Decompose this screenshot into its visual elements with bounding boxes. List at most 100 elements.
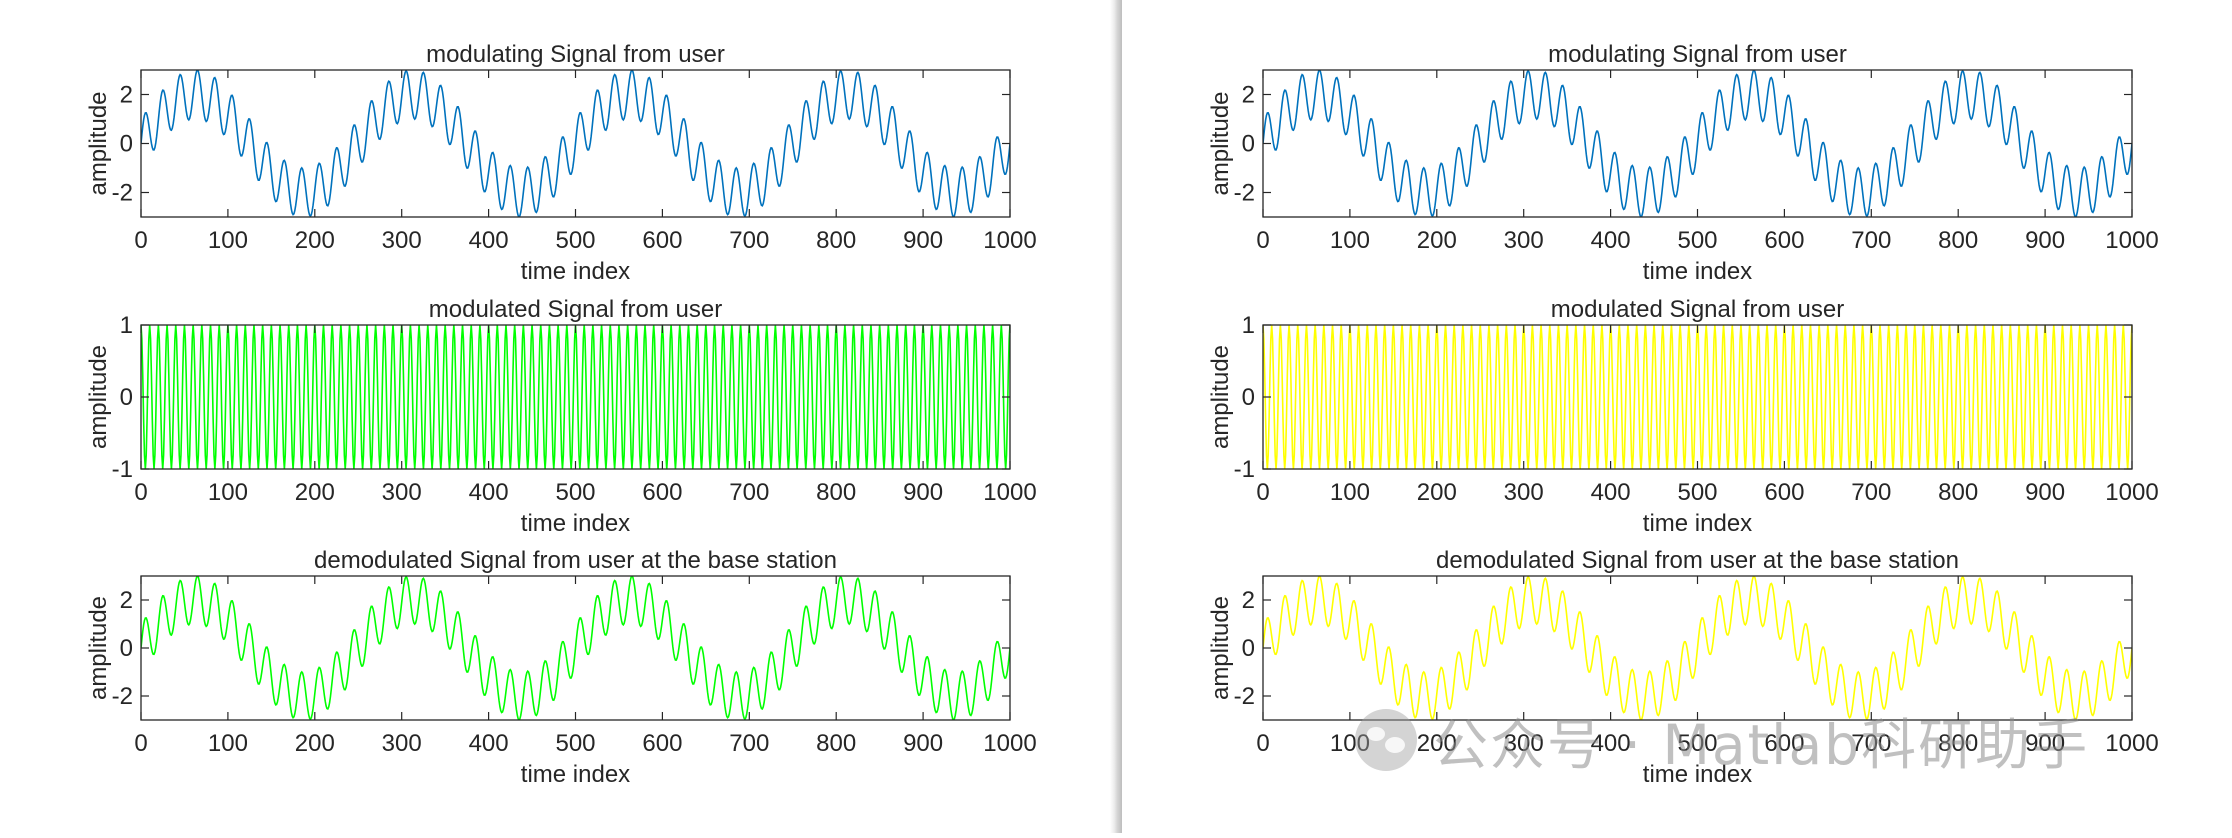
x-tick-label: 1000 xyxy=(983,227,1036,254)
x-tick-label: 200 xyxy=(1417,730,1457,757)
x-tick-label: 500 xyxy=(1677,479,1717,506)
y-axis-label: amplitude xyxy=(85,91,112,195)
x-tick-label: 400 xyxy=(469,227,509,254)
x-tick-label: 0 xyxy=(1256,730,1269,757)
x-tick-label: 900 xyxy=(2025,730,2065,757)
x-tick-label: 1000 xyxy=(2105,730,2158,757)
x-tick-label: 200 xyxy=(295,479,335,506)
x-tick-label: 400 xyxy=(1591,227,1631,254)
x-tick-label: 900 xyxy=(2025,227,2065,254)
x-tick-label: 600 xyxy=(642,227,682,254)
x-tick-label: 900 xyxy=(903,227,943,254)
x-tick-label: 300 xyxy=(1504,479,1544,506)
x-tick-label: 400 xyxy=(1591,730,1631,757)
x-tick-label: 0 xyxy=(134,479,147,506)
x-axis-label: time index xyxy=(521,510,630,537)
panel-divider xyxy=(1110,0,1122,833)
y-tick-label: 0 xyxy=(1242,131,1255,158)
x-tick-label: 300 xyxy=(382,227,422,254)
y-tick-label: 2 xyxy=(120,587,133,614)
x-tick-label: 900 xyxy=(903,479,943,506)
x-tick-label: 100 xyxy=(208,479,248,506)
x-tick-label: 0 xyxy=(1256,227,1269,254)
y-tick-label: -2 xyxy=(112,180,133,207)
x-tick-label: 600 xyxy=(1764,227,1804,254)
y-tick-label: 0 xyxy=(1242,635,1255,662)
x-tick-label: 800 xyxy=(1938,227,1978,254)
x-tick-label: 700 xyxy=(729,730,769,757)
x-tick-label: 200 xyxy=(295,227,335,254)
x-tick-label: 300 xyxy=(1504,227,1544,254)
y-tick-label: 2 xyxy=(120,82,133,109)
x-tick-label: 500 xyxy=(555,730,595,757)
x-axis-label: time index xyxy=(1643,761,1752,788)
x-tick-label: 300 xyxy=(382,479,422,506)
y-tick-label: 0 xyxy=(120,635,133,662)
x-tick-label: 100 xyxy=(1330,730,1370,757)
chart-title: modulated Signal from user xyxy=(1551,296,1844,323)
y-tick-label: 2 xyxy=(1242,82,1255,109)
chart-title: modulating Signal from user xyxy=(426,41,725,68)
y-tick-label: -2 xyxy=(1234,683,1255,710)
y-tick-label: 0 xyxy=(120,131,133,158)
y-tick-label: 1 xyxy=(120,312,133,339)
right-figure-svg: 0 100 200 300 400 500 600 700 800 900 1000-202modu… xyxy=(1207,41,2159,788)
x-tick-label: 600 xyxy=(642,479,682,506)
y-axis-label: amplitude xyxy=(1207,596,1234,700)
y-tick-label: -1 xyxy=(112,456,133,483)
series-line xyxy=(1263,576,2132,720)
y-tick-label: -1 xyxy=(1234,456,1255,483)
x-tick-label: 600 xyxy=(1764,730,1804,757)
left-figure-panel: 0 100 200 300 400 500 600 700 800 900 1000 -2 0 2 modu… xyxy=(0,0,1110,833)
axes-box xyxy=(1262,324,2133,470)
x-tick-label: 100 xyxy=(1330,479,1370,506)
chart-title: demodulated Signal from user at the base… xyxy=(1436,547,1959,574)
y-axis-label: amplitude xyxy=(85,345,112,449)
y-tick-label: -2 xyxy=(112,683,133,710)
x-tick-label: 800 xyxy=(816,479,856,506)
x-tick-label: 700 xyxy=(729,479,769,506)
y-tick-label: 2 xyxy=(1242,587,1255,614)
x-tick-label: 800 xyxy=(1938,730,1978,757)
y-axis-label: amplitude xyxy=(1207,91,1234,195)
subplot-3: 0 100 200 300 400 500 600 700 800 900 1000-202demo… xyxy=(1207,547,2159,788)
x-axis-label: time index xyxy=(1643,258,1752,285)
subplot-1: 0 100 200 300 400 500 600 700 800 900 1000-202modu… xyxy=(85,41,1037,285)
x-tick-label: 500 xyxy=(1677,227,1717,254)
x-tick-label: 200 xyxy=(1417,227,1457,254)
x-tick-label: 400 xyxy=(469,479,509,506)
series-line xyxy=(141,70,1010,217)
x-tick-label: 300 xyxy=(1504,730,1544,757)
subplot-2: 0 100 200 300 400 500 600 700 800 900 1000-101modu… xyxy=(1207,296,2159,537)
x-tick-label: 0 xyxy=(1256,479,1269,506)
x-tick-label: 400 xyxy=(1591,479,1631,506)
x-tick-label: 100 xyxy=(208,730,248,757)
y-tick-label: 0 xyxy=(1242,384,1255,411)
y-tick-label: -2 xyxy=(1234,180,1255,207)
y-axis-label: amplitude xyxy=(85,596,112,700)
x-tick-label: 500 xyxy=(555,227,595,254)
x-tick-label: 100 xyxy=(208,227,248,254)
x-tick-label: 1000 xyxy=(983,730,1036,757)
watermark: 公众号 · Matlab科研助手 xyxy=(1355,705,2089,777)
subplot-1: 0 100 200 300 400 500 600 700 800 900 1000-202modu… xyxy=(1207,41,2159,285)
x-tick-label: 600 xyxy=(642,730,682,757)
x-tick-label: 0 xyxy=(134,730,147,757)
x-tick-label: 900 xyxy=(903,730,943,757)
series-line xyxy=(1263,325,2132,469)
y-tick-label: 1 xyxy=(1242,312,1255,339)
x-tick-label: 600 xyxy=(1764,479,1804,506)
x-tick-label: 700 xyxy=(729,227,769,254)
x-tick-label: 1000 xyxy=(2105,479,2158,506)
x-tick-label: 800 xyxy=(816,730,856,757)
series-line xyxy=(1263,70,2132,217)
x-tick-label: 400 xyxy=(469,730,509,757)
x-tick-label: 200 xyxy=(295,730,335,757)
axes-box xyxy=(140,324,1011,470)
x-tick-label: 100 xyxy=(1330,227,1370,254)
x-tick-label: 200 xyxy=(1417,479,1457,506)
subplot-2: 0 100 200 300 400 500 600 700 800 900 1000-101modu… xyxy=(85,296,1037,537)
chart-title: demodulated Signal from user at the base… xyxy=(314,547,837,574)
x-tick-label: 0 xyxy=(134,227,147,254)
x-tick-label: 1000 xyxy=(2105,227,2158,254)
